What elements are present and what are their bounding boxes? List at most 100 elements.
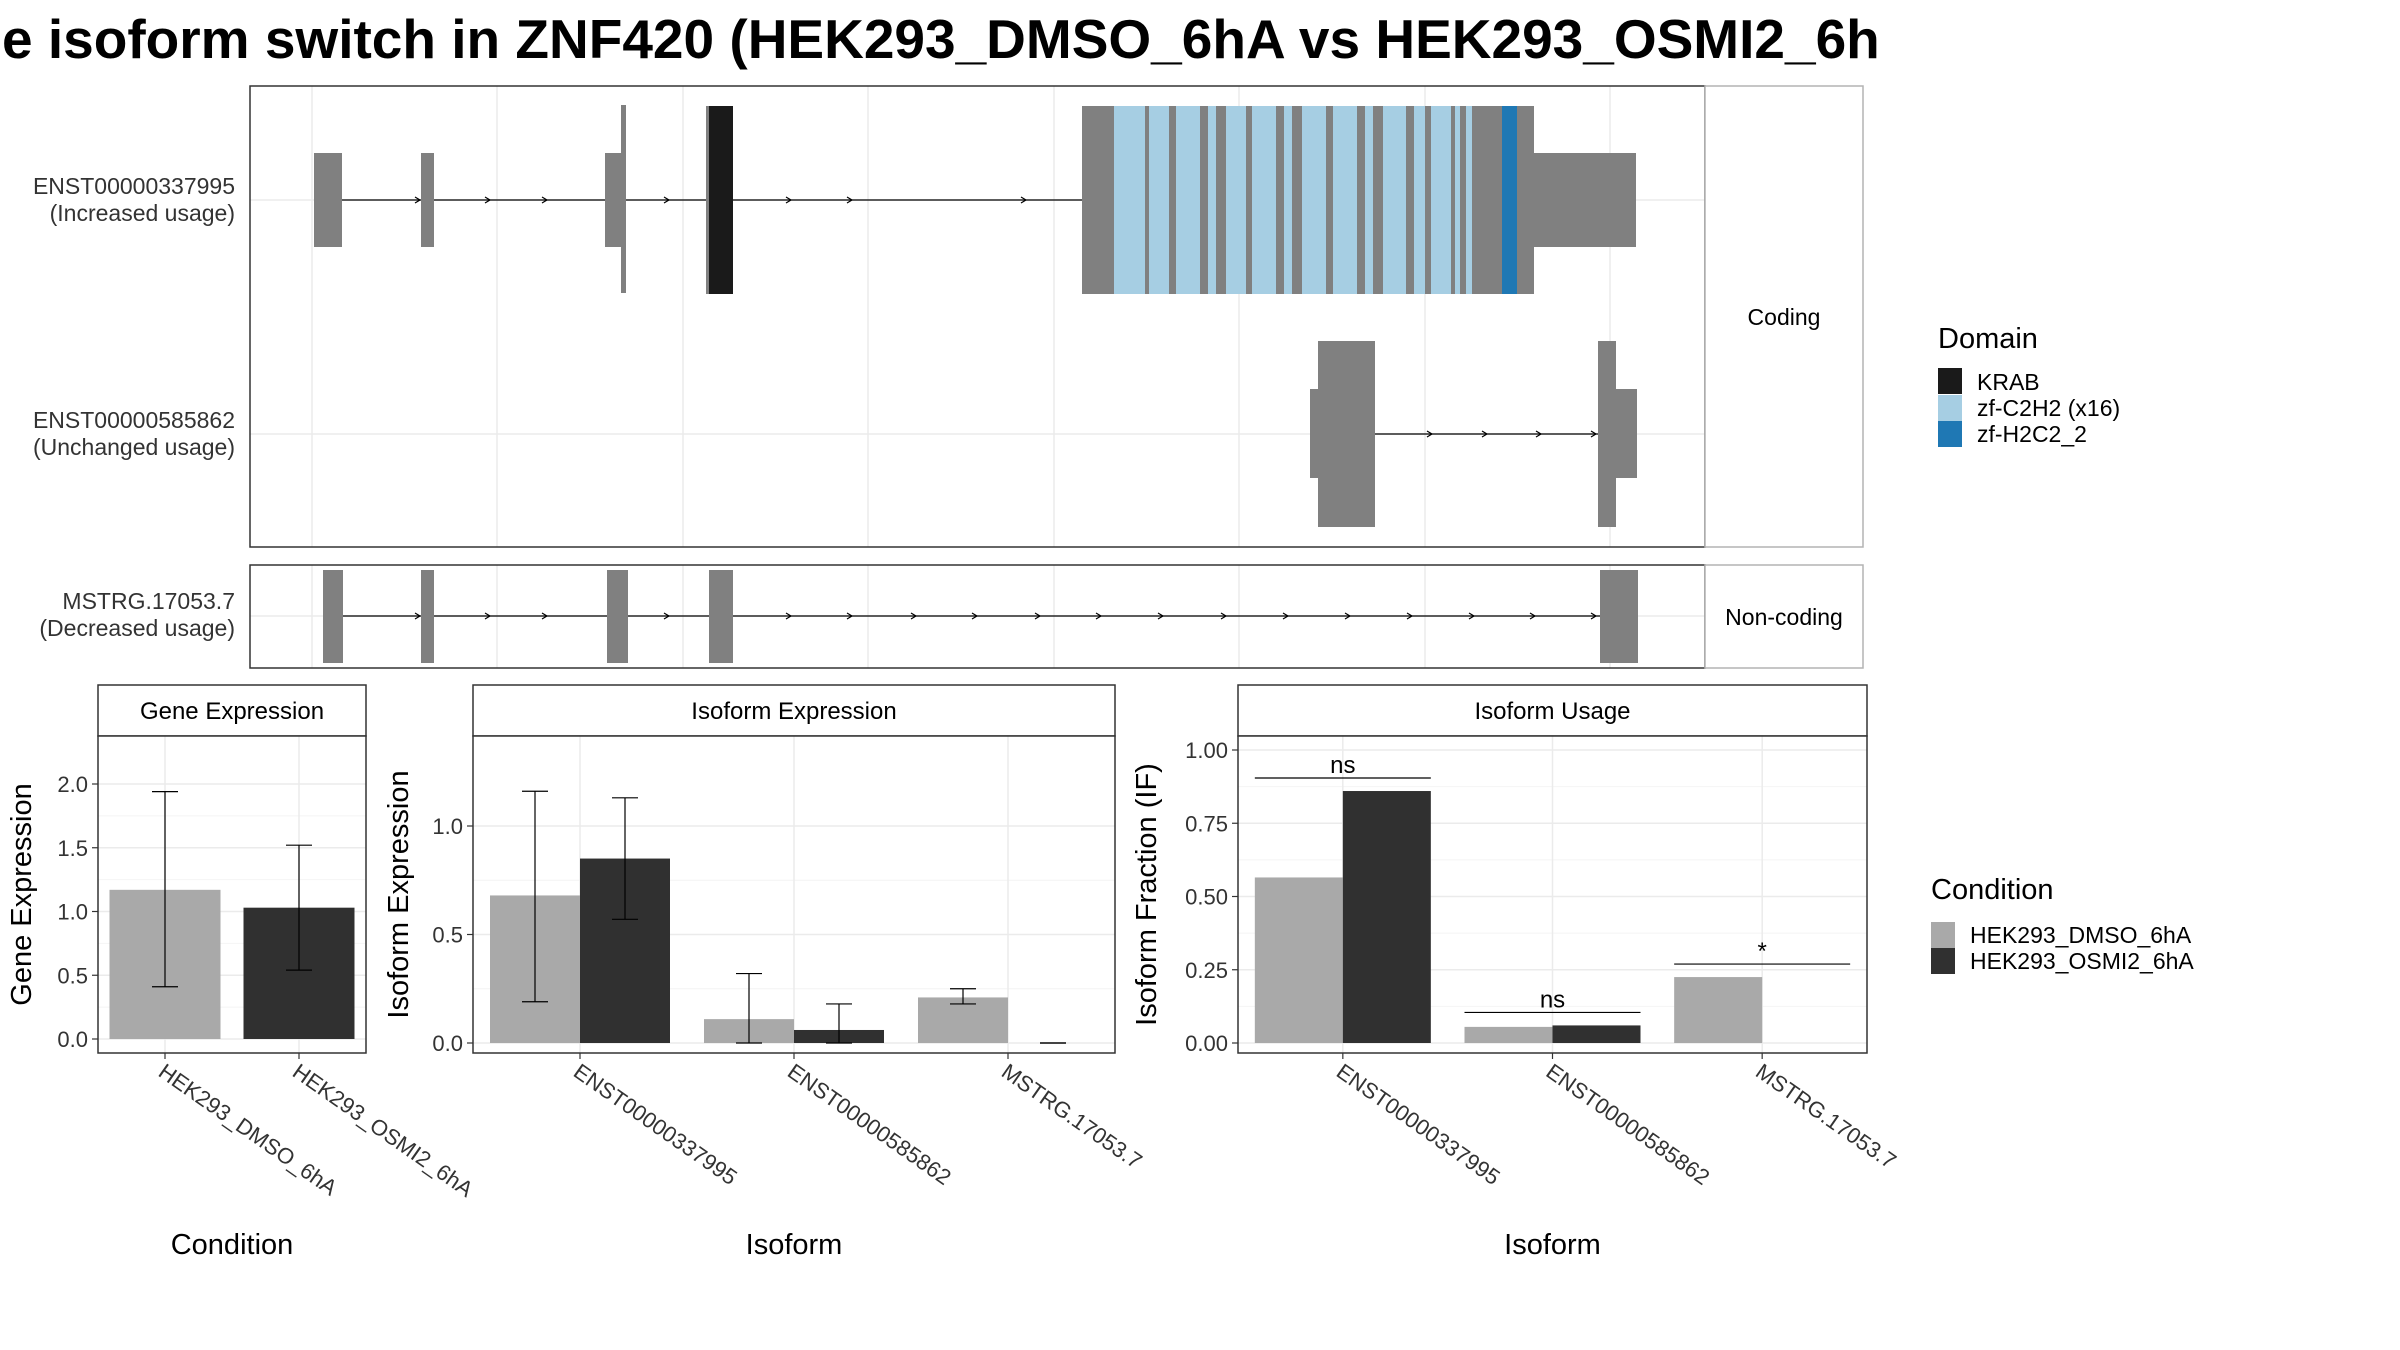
strand-arrow <box>1468 612 1476 620</box>
zf-c2h2-domain <box>1284 106 1292 294</box>
isoform-label-usage: (Increased usage) <box>50 200 235 226</box>
exon <box>314 153 342 247</box>
zf-c2h2-domain <box>1208 106 1216 294</box>
strand-arrow <box>1426 430 1434 438</box>
isoform-expression-chart: Isoform Expression 0.0 0.5 1.0 ENST000003379… <box>383 684 1147 1261</box>
y-tick-label: 0.5 <box>57 963 88 988</box>
strip-label-noncoding: Non-coding <box>1725 604 1843 630</box>
strand-arrow <box>846 196 854 204</box>
strip-header <box>97 684 367 737</box>
exon <box>1610 389 1637 478</box>
strand-arrow <box>1590 430 1598 438</box>
exon <box>605 153 626 247</box>
legend-key-krab <box>1938 368 1962 394</box>
zf-c2h2-domain <box>1414 106 1425 294</box>
strand-arrow <box>1020 196 1028 204</box>
y-axis-title: Isoform Expression <box>383 770 415 1018</box>
y-tick-label: 0.0 <box>432 1031 463 1056</box>
strand-arrow <box>663 612 671 620</box>
x-tick-label: ENST00000585862 <box>1542 1059 1715 1190</box>
condition-legend-title: Condition <box>1931 874 2054 906</box>
exon <box>1600 570 1638 663</box>
strand-arrow <box>541 196 549 204</box>
panel-title: Isoform Usage <box>1474 698 1630 725</box>
zf-c2h2-domain <box>1149 106 1169 294</box>
significance-label: * <box>1757 938 1766 965</box>
bar-HEK293_DMSO_6hA-MSTRG.17053.7 <box>1674 977 1763 1043</box>
strip-label-coding: Coding <box>1748 304 1821 330</box>
x-axis-title: Condition <box>171 1229 294 1261</box>
significance-label: ns <box>1540 986 1565 1013</box>
panel-border <box>97 735 367 1054</box>
bar-HEK293_DMSO_6hA-MSTRG.17053.7 <box>918 997 1008 1043</box>
y-tick-label: 0.5 <box>432 923 463 948</box>
condition-legend: Condition HEK293_DMSO_6hA HEK293_OSMI2_6… <box>1931 874 2194 974</box>
y-tick-label: 2.0 <box>57 772 88 797</box>
zf-h2c2-domain <box>1502 106 1517 294</box>
y-tick-label: 1.0 <box>57 900 88 925</box>
panel-title: Isoform Expression <box>691 698 896 725</box>
y-axis-title: Gene Expression <box>6 783 38 1005</box>
x-tick-label: ENST00000337995 <box>569 1059 742 1190</box>
y-tick-label: 1.5 <box>57 836 88 861</box>
strand-arrow <box>663 196 671 204</box>
legend-key-dmso <box>1931 922 1955 948</box>
y-tick-label: 0.50 <box>1185 885 1228 910</box>
legend-label-zf-h2c2: zf-H2C2_2 <box>1977 421 2087 447</box>
legend-label-dmso: HEK293_DMSO_6hA <box>1970 922 2192 948</box>
y-tick-label: 0.0 <box>57 1027 88 1052</box>
panel-title: Gene Expression <box>140 698 324 725</box>
strand-arrow <box>1481 430 1489 438</box>
exon <box>421 570 434 663</box>
zf-c2h2-domain <box>1365 106 1373 294</box>
exon <box>421 153 434 247</box>
zf-c2h2-domain <box>1431 106 1451 294</box>
exon <box>607 570 628 663</box>
bar-HEK293_OSMI2_6hA-ENST00000337995 <box>1342 791 1431 1043</box>
zf-c2h2-domain <box>1333 106 1357 294</box>
strand-arrow <box>1095 612 1103 620</box>
strand-arrow <box>414 612 422 620</box>
y-tick-label: 1.0 <box>432 814 463 839</box>
zf-c2h2-domain <box>1302 106 1326 294</box>
legend-key-zf-h2c2 <box>1938 421 1962 447</box>
strip-header <box>472 684 1116 737</box>
zf-c2h2-domain <box>1252 106 1276 294</box>
legend-label-krab: KRAB <box>1977 369 2040 395</box>
x-tick-label: ENST00000585862 <box>783 1059 956 1190</box>
y-tick-label: 0.75 <box>1185 811 1228 836</box>
strand-arrow <box>484 612 492 620</box>
gene-expression-chart: Gene Expression0.00.51.01.52.0HEK293_DMS… <box>6 684 478 1261</box>
strand-arrow <box>971 612 979 620</box>
domain-legend: Domain KRAB zf-C2H2 (x16) zf-H2C2_2 <box>1938 323 2120 447</box>
strand-arrow <box>1406 612 1414 620</box>
strand-arrow <box>1220 612 1228 620</box>
zf-c2h2-domain <box>1383 106 1406 294</box>
strand-arrow <box>484 196 492 204</box>
strand-arrow <box>414 196 422 204</box>
isoform-usage-chart: Isoform Usage 0.00 0.25 0.50 0.75 1.00 ns ENST0… <box>1131 684 1901 1261</box>
isoform-label-id: MSTRG.17053.7 <box>62 588 235 614</box>
strand-arrow <box>910 612 918 620</box>
zf-c2h2-domain <box>1455 106 1460 294</box>
strand-arrow <box>785 196 793 204</box>
isoform-structure-coding-panel <box>249 85 1706 548</box>
isoform-label-usage: (Unchanged usage) <box>33 434 235 460</box>
domain-legend-title: Domain <box>1938 323 2038 355</box>
strand-arrow <box>1529 612 1537 620</box>
strand-arrow <box>1590 612 1598 620</box>
x-tick-label: MSTRG.17053.7 <box>1751 1059 1901 1174</box>
x-axis-title: Isoform <box>746 1229 843 1261</box>
x-axis-title: Isoform <box>1504 1229 1601 1261</box>
strand-arrow <box>1157 612 1165 620</box>
exon <box>621 105 626 293</box>
panel-border <box>472 735 1116 1054</box>
zf-c2h2-domain <box>1226 106 1246 294</box>
figure-title: e isoform switch in ZNF420 (HEK293_DMSO_… <box>2 8 1880 70</box>
zf-c2h2-domain <box>1466 106 1472 294</box>
bar-HEK293_DMSO_6hA-ENST00000585862 <box>1464 1026 1553 1043</box>
legend-key-osmi <box>1931 948 1955 974</box>
legend-label-zf-c2h2: zf-C2H2 (x16) <box>1977 395 2120 421</box>
exon <box>1318 341 1375 527</box>
